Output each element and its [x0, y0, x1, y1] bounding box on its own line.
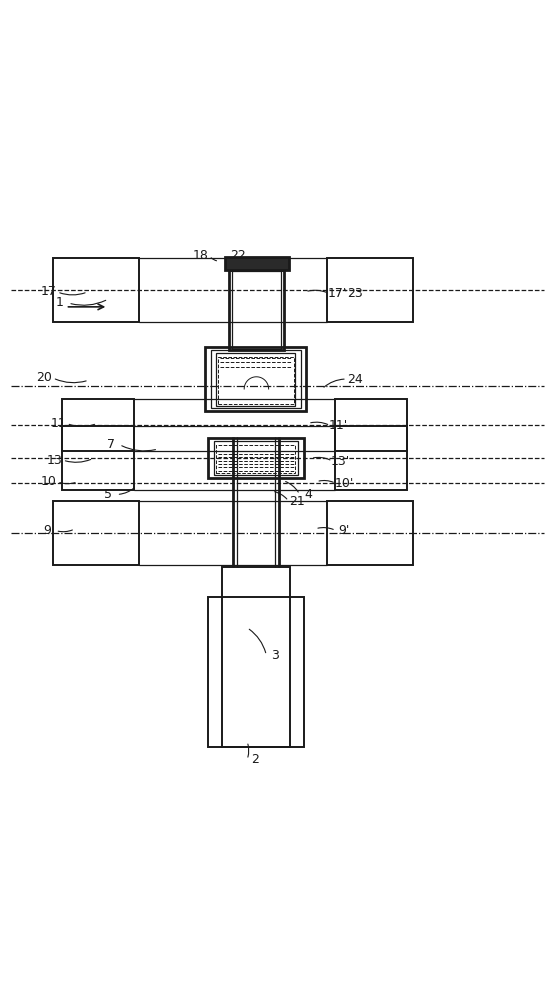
Text: 5: 5 — [104, 488, 112, 501]
Text: 9': 9' — [339, 524, 350, 537]
Text: 13: 13 — [47, 454, 62, 467]
Text: 17: 17 — [41, 285, 57, 298]
Text: 10': 10' — [335, 477, 354, 490]
Text: 9: 9 — [43, 524, 51, 537]
Text: 21: 21 — [289, 495, 305, 508]
Text: 11': 11' — [329, 419, 348, 432]
Text: 20: 20 — [37, 371, 52, 384]
Text: 2: 2 — [251, 753, 259, 766]
Text: 1: 1 — [56, 296, 64, 309]
Text: 24: 24 — [347, 373, 363, 386]
Text: 23: 23 — [347, 287, 363, 300]
Text: 11: 11 — [51, 417, 66, 430]
Text: 18: 18 — [193, 249, 209, 262]
Text: 22: 22 — [230, 249, 245, 262]
Text: 17': 17' — [328, 287, 347, 300]
Text: 13': 13' — [331, 455, 350, 468]
Text: 4: 4 — [304, 488, 312, 501]
Text: 10: 10 — [41, 475, 57, 488]
Text: 7: 7 — [107, 438, 115, 451]
Text: 3: 3 — [271, 649, 279, 662]
FancyBboxPatch shape — [225, 257, 289, 270]
